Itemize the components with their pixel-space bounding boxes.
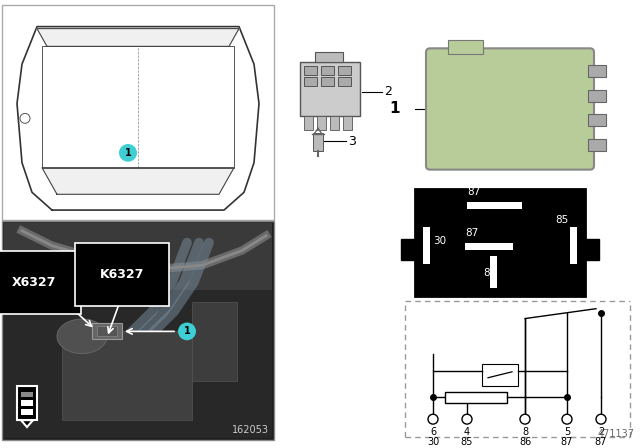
Bar <box>588 65 606 77</box>
Bar <box>2 5 274 220</box>
Bar <box>448 40 483 54</box>
Bar <box>401 239 415 260</box>
Text: 30: 30 <box>433 236 446 246</box>
Text: 86: 86 <box>519 437 531 447</box>
Bar <box>4 223 272 290</box>
Bar <box>304 77 317 86</box>
Text: 6: 6 <box>430 427 436 437</box>
Text: 1: 1 <box>184 327 190 336</box>
FancyBboxPatch shape <box>426 48 594 170</box>
Text: 2: 2 <box>384 85 392 98</box>
Bar <box>313 133 323 151</box>
Polygon shape <box>21 420 33 427</box>
Polygon shape <box>37 29 239 46</box>
Bar <box>21 409 33 415</box>
Bar <box>317 116 326 130</box>
Bar <box>445 392 507 403</box>
Text: 30: 30 <box>427 437 439 447</box>
Text: 471137: 471137 <box>598 429 635 439</box>
Bar <box>192 302 237 381</box>
Text: 5: 5 <box>564 427 570 437</box>
Bar <box>585 239 599 260</box>
Text: K6327: K6327 <box>100 268 144 281</box>
Text: 87: 87 <box>467 187 480 197</box>
Ellipse shape <box>57 319 107 353</box>
Bar <box>300 62 360 116</box>
Bar <box>338 77 351 86</box>
Bar <box>465 243 513 250</box>
Bar <box>570 227 577 264</box>
Bar <box>423 227 430 264</box>
Bar <box>97 327 117 336</box>
Text: 1: 1 <box>390 102 400 116</box>
Bar <box>588 90 606 102</box>
Text: 162053: 162053 <box>232 425 269 435</box>
Polygon shape <box>17 26 259 210</box>
Circle shape <box>428 414 438 424</box>
Bar <box>304 66 317 75</box>
Bar <box>467 202 522 209</box>
Circle shape <box>596 414 606 424</box>
Bar <box>482 364 518 386</box>
Circle shape <box>178 323 196 340</box>
Bar <box>343 116 352 130</box>
Bar <box>315 52 343 62</box>
Text: 4: 4 <box>464 427 470 437</box>
Bar <box>415 190 585 296</box>
Text: 2: 2 <box>598 427 604 437</box>
Bar <box>21 401 33 406</box>
Polygon shape <box>42 168 234 194</box>
Bar <box>304 116 313 130</box>
Circle shape <box>562 414 572 424</box>
Bar <box>62 332 192 420</box>
Text: X6327: X6327 <box>12 276 56 289</box>
Bar <box>4 223 272 438</box>
Bar <box>490 256 497 288</box>
Text: 8: 8 <box>522 427 528 437</box>
Bar <box>21 392 33 397</box>
Bar <box>338 66 351 75</box>
Text: 85: 85 <box>555 215 568 225</box>
Bar <box>330 116 339 130</box>
Circle shape <box>20 113 30 123</box>
Text: 3: 3 <box>348 134 356 147</box>
Bar <box>17 386 37 420</box>
Bar <box>321 66 334 75</box>
Text: 87: 87 <box>595 437 607 447</box>
Bar <box>2 221 274 440</box>
Text: 1: 1 <box>125 148 131 158</box>
Text: 86: 86 <box>483 268 496 278</box>
Bar <box>92 323 122 339</box>
Bar <box>588 139 606 151</box>
Circle shape <box>462 414 472 424</box>
Bar <box>588 114 606 126</box>
Text: 87: 87 <box>465 228 478 238</box>
Text: 87: 87 <box>561 437 573 447</box>
Text: 85: 85 <box>461 437 473 447</box>
Circle shape <box>520 414 530 424</box>
Circle shape <box>119 144 137 162</box>
Bar <box>321 77 334 86</box>
